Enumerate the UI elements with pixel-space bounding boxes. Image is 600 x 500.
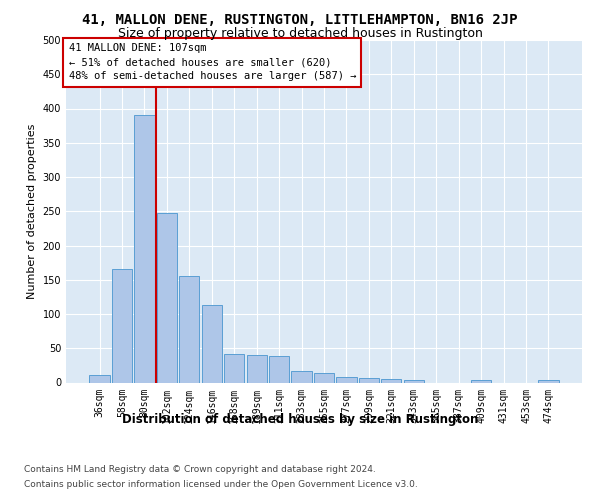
Bar (179, 276, 199, 382)
Text: Size of property relative to detached houses in Rustington: Size of property relative to detached ho… (118, 28, 482, 40)
Bar (269, 356, 289, 382)
Bar (134, 116, 155, 382)
Bar (471, 380, 491, 382)
Bar (359, 378, 379, 382)
Bar (292, 371, 311, 382)
Bar (538, 380, 559, 382)
Bar (247, 355, 267, 382)
Text: Contains public sector information licensed under the Open Government Licence v3: Contains public sector information licen… (24, 480, 418, 489)
Y-axis label: Number of detached properties: Number of detached properties (27, 124, 37, 299)
Text: Contains HM Land Registry data © Crown copyright and database right 2024.: Contains HM Land Registry data © Crown c… (24, 465, 376, 474)
Bar (404, 380, 424, 382)
Text: 41 MALLON DENE: 107sqm
← 51% of detached houses are smaller (620)
48% of semi-de: 41 MALLON DENE: 107sqm ← 51% of detached… (68, 44, 356, 82)
Text: 41, MALLON DENE, RUSTINGTON, LITTLEHAMPTON, BN16 2JP: 41, MALLON DENE, RUSTINGTON, LITTLEHAMPT… (82, 12, 518, 26)
Bar (89, 375, 110, 382)
Text: Distribution of detached houses by size in Rustington: Distribution of detached houses by size … (122, 412, 478, 426)
Bar (224, 354, 244, 382)
Bar (314, 373, 334, 382)
Bar (112, 270, 132, 382)
Bar (337, 377, 356, 382)
Bar (157, 212, 177, 382)
Bar (202, 305, 222, 382)
Bar (381, 379, 401, 382)
